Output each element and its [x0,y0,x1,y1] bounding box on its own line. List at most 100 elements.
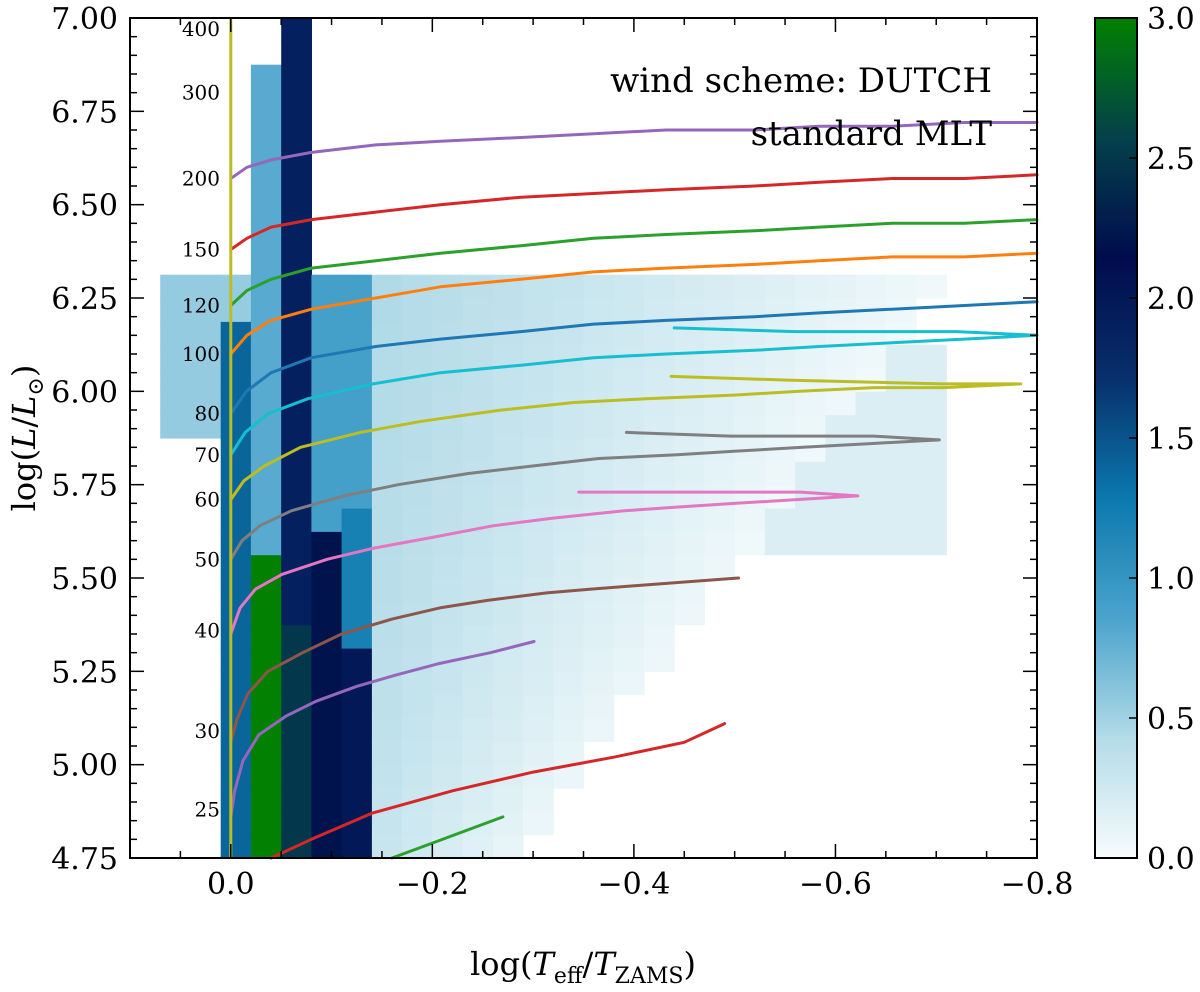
heatmap-cell [492,344,524,369]
heatmap-cell [553,344,585,369]
heatmap-cell [311,461,343,486]
heatmap-cell [402,554,433,579]
heatmap-cell [704,368,736,392]
heatmap-cell [311,531,343,556]
heatmap-cell [825,438,857,462]
y-tick-label: 6.00 [51,375,118,410]
heatmap-cell [432,414,464,439]
heatmap-cell [523,694,554,719]
heatmap-cell [916,368,947,392]
heatmap-cell [583,554,615,579]
heatmap-cell [644,601,675,626]
heatmap-cell [432,298,464,322]
heatmap-cell [462,788,494,812]
heatmap-cell [341,321,373,346]
heatmap-cell [311,764,343,789]
heatmap-cell [250,741,282,766]
heatmap-cell [644,298,675,322]
heatmap-cell [190,391,222,416]
heatmap-cell [644,648,675,672]
heatmap-cell [371,834,403,859]
heatmap-cell [825,461,857,486]
x-tick-label: −0.4 [597,867,670,902]
heatmap-cell [492,461,524,486]
heatmap-cell [311,648,343,672]
heatmap-cell [523,274,554,299]
heatmap-cell [341,741,373,766]
x-axis-label: log(Teff/TZAMS) [470,945,696,989]
track-400-msun [229,121,1039,180]
y-tick-label: 6.50 [51,189,118,224]
heatmap-cell [704,438,736,462]
heatmap-cell [523,391,554,416]
heatmap-cell [764,531,796,556]
track-30-msun [269,722,727,860]
heatmap-cell [250,111,282,136]
heatmap-cell [885,321,917,346]
mass-label-25: 25 [195,798,220,822]
heatmap-cell [825,508,857,532]
heatmap-cell [311,368,343,392]
track-200-msun [229,218,1039,307]
heatmap-cell [523,438,554,462]
mass-label-400: 400 [182,17,220,41]
heatmap-cell [311,321,343,346]
heatmap-cell [341,764,373,789]
heatmap-cell [402,671,433,696]
heatmap-cell [553,484,585,509]
heatmap-cell [644,321,675,346]
heatmap-cell [250,624,282,649]
heatmap-cell [855,391,887,416]
heatmap-cell [402,414,433,439]
heatmap-cell [311,671,343,696]
heatmap-cell [281,414,312,439]
heatmap-cell [402,368,433,392]
heatmap-cell [492,648,524,672]
heatmap-cell [432,554,464,579]
heatmap-cell [492,811,524,836]
heatmap-cell [281,624,312,649]
heatmap-cell [250,694,282,719]
heatmap-cell [492,298,524,322]
heatmap-cell [492,554,524,579]
heatmap-cell [613,321,645,346]
track-120-msun [229,300,1039,416]
heatmap-cell [281,601,312,626]
heatmap-cell [250,578,282,602]
heatmap-cell [432,694,464,719]
heatmap-cell [674,298,705,322]
heatmap-cell [704,414,736,439]
heatmap-cell [492,694,524,719]
heatmap-cell [462,321,494,346]
heatmap-cell [583,368,615,392]
heatmap-cell [402,718,433,742]
heatmap-cell [855,461,887,486]
heatmap-cell [462,298,494,322]
x-tick-label: −0.6 [799,867,872,902]
heatmap-cell [553,438,585,462]
heatmap-cell [734,391,766,416]
heatmap-cell [523,298,554,322]
heatmap-cell [190,298,222,322]
heatmap-cell [311,741,343,766]
heatmap-cell [281,181,312,206]
heatmap-cell [402,321,433,346]
mass-label-60: 60 [195,488,220,512]
heatmap-cell [462,694,494,719]
track-300-msun [229,173,1039,251]
heatmap-cell [523,624,554,649]
heatmap-cell [553,531,585,556]
heatmap-cell [462,531,494,556]
heatmap-cell [462,368,494,392]
mass-label-100: 100 [182,342,220,366]
evolutionary-tracks [229,121,1039,860]
heatmap-cell [281,111,312,136]
heatmap-cell [795,414,826,439]
y-axis-ticks: 4.75 5.00 5.25 5.50 5.75 6.00 6.25 6.50 6.75 7.00 [51,2,1037,877]
heatmap-cell [281,18,312,42]
heatmap-cell [250,391,282,416]
heatmap-cell [704,274,736,299]
heatmap-cell [250,438,282,462]
heatmap-cell [916,508,947,532]
heatmap-cell [432,438,464,462]
